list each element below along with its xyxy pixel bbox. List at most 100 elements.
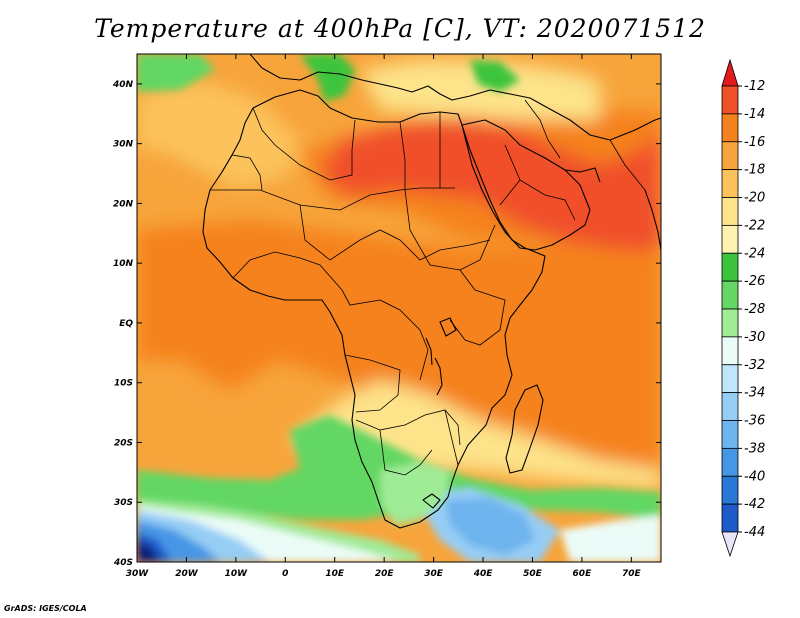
- colorbar-swatch: [721, 197, 739, 226]
- lat-tick-label: 10S: [114, 379, 133, 389]
- colorbar-label: -26: [744, 274, 765, 289]
- colorbar-swatch: [721, 447, 739, 477]
- border-pakistan: [609, 139, 646, 191]
- field-green-north: [137, 54, 215, 92]
- colorbar-swatch: [721, 336, 739, 366]
- colorbar-swatch: [721, 113, 739, 143]
- colorbar-swatch: [721, 252, 739, 282]
- border-iran-iraq: [524, 99, 561, 159]
- border-arabia: [499, 144, 576, 221]
- lat-tick-label: 20S: [114, 438, 133, 448]
- lon-tick-label: 0: [282, 569, 288, 579]
- border-central: [299, 204, 491, 261]
- map-title: Temperature at 400hPa [C], VT: 202007151…: [94, 14, 706, 43]
- colorbar-label: -28: [744, 302, 765, 317]
- field-mint-east: [560, 515, 661, 562]
- grads-credit: GrADS: IGES/COLA: [4, 604, 87, 613]
- border-sahel: [210, 187, 455, 211]
- colorbar-label: -14: [744, 107, 765, 122]
- colorbar-label: -38: [744, 441, 765, 456]
- lon-tick-label: 70E: [622, 569, 642, 579]
- field-pale-northwest: [137, 80, 300, 190]
- colorbar-swatch: [721, 392, 739, 421]
- border-angola: [344, 354, 401, 413]
- lake-malawi-coastline: [434, 357, 443, 396]
- colorbar-swatch: [721, 85, 739, 115]
- lon-tick-label: 60E: [573, 569, 593, 579]
- border-libya-egypt: [399, 112, 441, 190]
- colorbar-swatch: [721, 308, 739, 338]
- colorbar-label: -24: [744, 246, 765, 261]
- europe-coastline: [249, 54, 549, 109]
- border-mauritania: [221, 154, 263, 191]
- colorbar-label: -30: [744, 330, 765, 345]
- colorbar-bottom-arrow: [721, 531, 739, 558]
- border-sudan: [404, 189, 496, 271]
- field-darkorange-africa-ocean: [137, 220, 661, 470]
- lat-tick-label: 20N: [113, 199, 134, 209]
- field-green-med: [300, 54, 355, 102]
- colorbar: -12 -14 -16 -18 -20 -22 -24 -26 -28 -30 -32 -34 -36 -…: [721, 58, 765, 558]
- lon-tick-label: 50E: [523, 569, 543, 579]
- border-namibia-bots: [379, 429, 433, 476]
- field-pale-europe: [360, 60, 600, 120]
- colorbar-label: -12: [744, 79, 765, 94]
- border-westafrica: [232, 251, 343, 291]
- field-green-arabian: [470, 60, 520, 92]
- colorbar-label: -44: [744, 525, 765, 540]
- lake-tanganyika-coastline: [425, 337, 433, 366]
- persian-gulf-coastline: [564, 167, 601, 183]
- field-navy-corner: [137, 540, 160, 562]
- lesotho-outline: [422, 493, 441, 509]
- colorbar-swatch: [721, 280, 739, 310]
- border-congo: [341, 289, 429, 381]
- colorbar-swatch: [721, 475, 739, 505]
- colorbar-swatch: [721, 420, 739, 449]
- map-frame: [136, 53, 662, 563]
- colorbar-label: -18: [744, 163, 765, 178]
- country-borders: [210, 99, 646, 476]
- lon-tick-label: 20E: [375, 569, 395, 579]
- colorbar-swatch: [721, 364, 739, 394]
- field-blue-southeast: [445, 498, 535, 555]
- border-maghreb: [252, 107, 356, 181]
- lat-tick-label: 30S: [114, 498, 133, 508]
- arabia-coastline: [461, 119, 591, 251]
- border-eastafrica: [449, 269, 506, 346]
- field-lightgreen-southafrica: [380, 462, 450, 525]
- lat-tick-label: 10N: [113, 259, 134, 269]
- lon-tick-label: 30E: [424, 569, 444, 579]
- africa-coastline: [202, 89, 546, 529]
- colorbar-label: -42: [744, 497, 765, 512]
- colorbar-swatch: [721, 503, 739, 533]
- lake-victoria-coastline: [439, 317, 457, 337]
- coastlines: [202, 54, 661, 529]
- colorbar-label: -36: [744, 414, 765, 429]
- lat-tick-label: 40S: [113, 558, 133, 568]
- lat-tick-label: EQ: [119, 319, 133, 329]
- colorbar-label: -20: [744, 191, 765, 206]
- india-coastline: [644, 189, 661, 251]
- lon-tick-label: 20W: [175, 569, 199, 579]
- colorbar-label: -40: [744, 469, 765, 484]
- lon-tick-label: 10E: [325, 569, 345, 579]
- madagascar-coastline: [505, 384, 544, 474]
- colorbar-label: -22: [744, 218, 765, 233]
- lat-tick-label: 30N: [113, 140, 134, 150]
- colorbar-label: -32: [744, 358, 765, 373]
- latitude-axis: 40N 30N 20N 10N EQ 10S 20S 30S 40S: [112, 80, 661, 568]
- longitude-axis: 30W 20W 10W 0 10E 20E 30E 40E 50E 60E 70E: [126, 54, 642, 579]
- colorbar-swatch: [721, 141, 739, 171]
- colorbar-top-arrow: [721, 58, 739, 87]
- lon-tick-label: 10W: [225, 569, 249, 579]
- lon-tick-label: 30W: [126, 569, 150, 579]
- temperature-field: [137, 54, 661, 562]
- border-mozambique: [444, 409, 459, 466]
- field-red-sahara: [320, 120, 661, 250]
- lon-tick-label: 40E: [473, 569, 494, 579]
- colorbar-swatch: [721, 169, 739, 198]
- colorbar-label: -34: [744, 386, 765, 401]
- colorbar-label: -16: [744, 135, 765, 150]
- colorbar-swatch: [721, 224, 739, 254]
